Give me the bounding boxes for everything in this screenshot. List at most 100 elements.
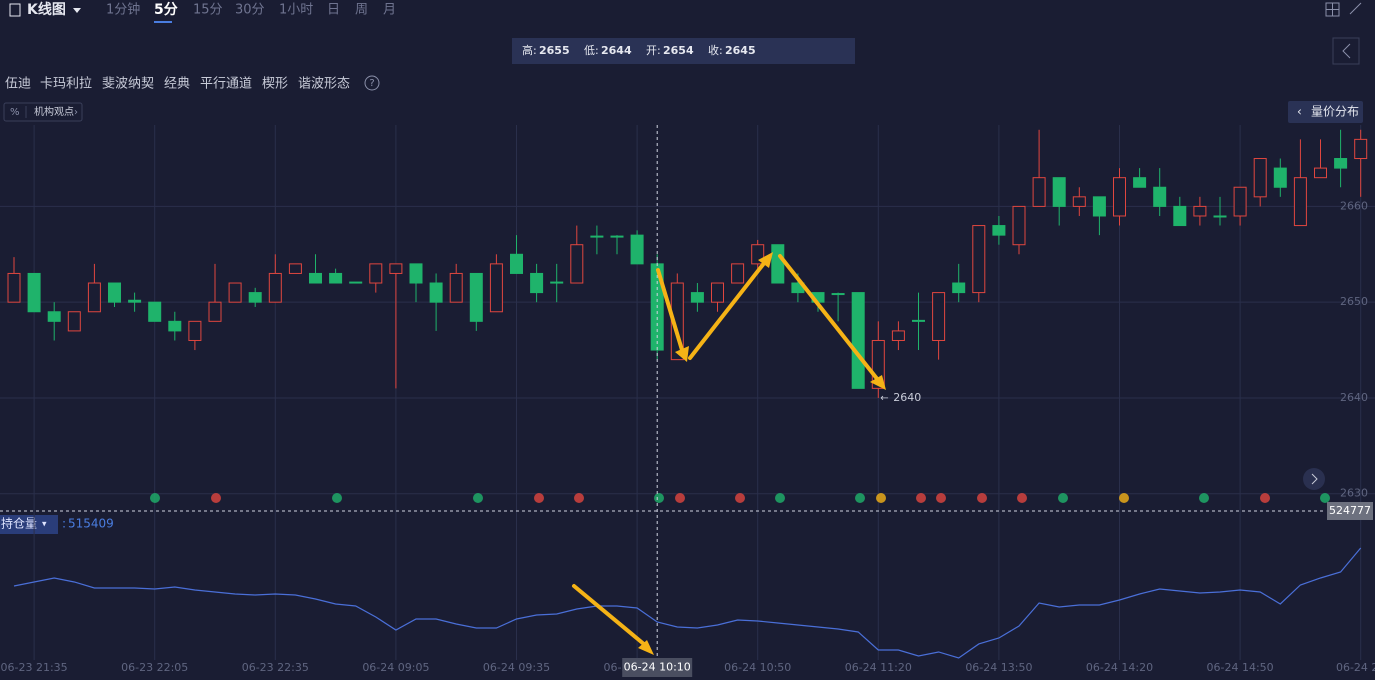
candle-body xyxy=(952,282,966,294)
side-button[interactable] xyxy=(1288,101,1363,123)
info-value: 2655 xyxy=(539,44,570,57)
signal-icon xyxy=(574,493,584,503)
candle-body xyxy=(1233,186,1247,217)
candle-body xyxy=(972,225,986,294)
low-label-arrow: ← xyxy=(880,393,888,404)
y-tick-label: 2640 xyxy=(1340,391,1368,404)
tool[interactable]: 斐波纳契 xyxy=(102,77,154,92)
signal-icon xyxy=(977,493,987,503)
candle-body xyxy=(288,263,302,274)
signal-icon xyxy=(735,493,745,503)
signal-icon xyxy=(916,493,926,503)
tool[interactable]: 谐波形态 xyxy=(298,77,350,92)
badge-label[interactable]: 机构观点 xyxy=(34,105,74,118)
timeframe[interactable]: 1小时 xyxy=(279,3,313,18)
candle-body xyxy=(912,319,925,322)
candle-body xyxy=(711,282,724,303)
candle-body xyxy=(1113,177,1126,217)
timeframe[interactable]: 5分 xyxy=(154,2,178,18)
badge[interactable] xyxy=(3,102,83,122)
info-bar xyxy=(512,38,855,64)
candle-body xyxy=(1334,158,1348,169)
candle-body xyxy=(188,320,202,341)
timeframe[interactable]: 日 xyxy=(327,3,340,18)
candle-body xyxy=(1012,205,1026,246)
candle-body xyxy=(590,235,604,238)
oi-value: 515409 xyxy=(68,517,114,531)
scroll-button[interactable] xyxy=(1303,468,1325,490)
signal-icon xyxy=(1017,493,1027,503)
x-tick-label: 06-24 13:50 xyxy=(965,661,1032,674)
candle-body xyxy=(610,235,624,238)
dropdown-arrow[interactable] xyxy=(73,8,81,13)
candle-body xyxy=(510,253,523,274)
help-icon[interactable] xyxy=(364,75,380,91)
signal-icon xyxy=(211,493,221,503)
tool[interactable]: 平行通道 xyxy=(200,77,252,92)
y-tick-label: 2650 xyxy=(1340,295,1368,308)
chart-type[interactable]: K线图 xyxy=(27,1,66,18)
oi-line xyxy=(13,547,1362,659)
candle-body xyxy=(932,292,946,341)
candle-body xyxy=(27,272,41,313)
badge-icon[interactable]: % xyxy=(10,107,20,118)
candle-body xyxy=(851,292,865,389)
x-tick-label: 06-24 14:20 xyxy=(1086,661,1153,674)
candle-body xyxy=(570,244,584,284)
oi-dropdown-arrow[interactable]: ▾ xyxy=(42,520,47,530)
x-tick-label: 06-23 21:35 xyxy=(1,661,68,674)
candle-body xyxy=(1213,215,1227,218)
oi-dropdown[interactable] xyxy=(0,515,58,534)
scroll-icon[interactable] xyxy=(1311,473,1318,485)
candle-body xyxy=(1253,158,1267,198)
oi-name[interactable]: 持仓量 xyxy=(1,516,37,531)
tool[interactable]: 伍迪 xyxy=(5,77,31,92)
side-button-label[interactable]: 量价分布 xyxy=(1311,105,1359,119)
info-value: 2645 xyxy=(725,44,756,57)
candle-body xyxy=(1173,205,1187,227)
tool[interactable]: 楔形 xyxy=(262,77,288,92)
candle-body xyxy=(891,330,905,341)
candle-body xyxy=(1314,167,1327,179)
signal-icon xyxy=(150,493,160,503)
x-tick-label: 06-24 09:05 xyxy=(362,661,429,674)
timeframe[interactable]: 30分 xyxy=(235,3,265,18)
candle-body xyxy=(550,281,564,284)
chart-icon xyxy=(9,3,21,17)
candle-body xyxy=(1133,177,1147,188)
oi-separator: : xyxy=(62,517,66,531)
signal-icon xyxy=(675,493,685,503)
candle-body xyxy=(1092,196,1106,217)
signal-icon xyxy=(1058,493,1068,503)
candle-body xyxy=(630,234,644,265)
tool[interactable]: 卡玛利拉 xyxy=(40,77,92,92)
help-text[interactable]: ? xyxy=(369,78,374,89)
candle-body xyxy=(47,311,61,322)
collapse-button[interactable] xyxy=(1332,37,1360,65)
low-label: 2640 xyxy=(893,391,921,404)
signal-icon xyxy=(855,493,865,503)
candle-body xyxy=(1153,186,1167,207)
candle-body xyxy=(7,272,21,303)
timeframe[interactable]: 15分 xyxy=(193,3,223,18)
candle-body xyxy=(690,292,704,303)
tool[interactable]: 经典 xyxy=(164,77,190,92)
timeframe[interactable]: 月 xyxy=(383,3,396,18)
side-button-arrow[interactable]: ‹ xyxy=(1297,105,1302,119)
collapse-icon[interactable] xyxy=(1342,43,1351,59)
timeframe[interactable]: 周 xyxy=(355,3,368,18)
candle-body xyxy=(168,320,182,332)
timeframe[interactable]: 1分钟 xyxy=(106,2,140,18)
badge-arrow[interactable]: › xyxy=(74,107,78,118)
candle-body xyxy=(148,301,162,322)
x-tick-label: 06-24 14:50 xyxy=(1207,661,1274,674)
candle-body xyxy=(1032,177,1046,207)
signal-icon xyxy=(332,493,342,503)
crosshair-y-box xyxy=(1327,502,1373,520)
candle-body xyxy=(831,293,845,296)
x-tick-label: 06-23 22:35 xyxy=(242,661,309,674)
expand-icon[interactable] xyxy=(1326,2,1362,16)
y-tick-label: 2660 xyxy=(1340,199,1368,212)
